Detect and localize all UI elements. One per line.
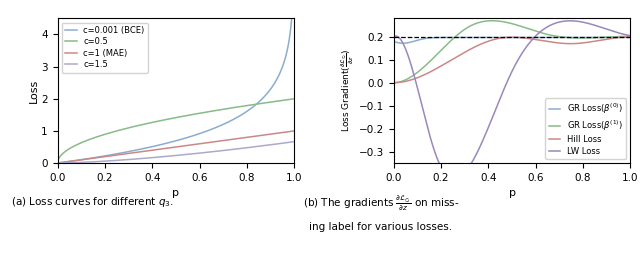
X-axis label: p: p xyxy=(172,188,179,198)
Text: (b) The gradients $\frac{\partial \mathcal{L}_{\varnothing}}{\partial z}$ on mis: (b) The gradients $\frac{\partial \mathc… xyxy=(303,195,459,213)
Y-axis label: Loss: Loss xyxy=(28,79,38,103)
Legend: GR Loss($\beta^{(0)}$), GR Loss($\beta^{(1)}$), Hill Loss, LW Loss: GR Loss($\beta^{(0)}$), GR Loss($\beta^{… xyxy=(545,98,626,159)
Legend: c=0.001 (BCE), c=0.5, c=1 (MAE), c=1.5: c=0.001 (BCE), c=0.5, c=1 (MAE), c=1.5 xyxy=(62,23,148,73)
X-axis label: p: p xyxy=(509,188,516,198)
Y-axis label: Loss Gradient($\frac{\partial \mathcal{L}_{\varnothing}}{\partial z}$): Loss Gradient($\frac{\partial \mathcal{L… xyxy=(340,49,356,132)
Text: (a) Loss curves for different $q_3$.: (a) Loss curves for different $q_3$. xyxy=(12,195,174,209)
Text: ing label for various losses.: ing label for various losses. xyxy=(309,222,452,232)
